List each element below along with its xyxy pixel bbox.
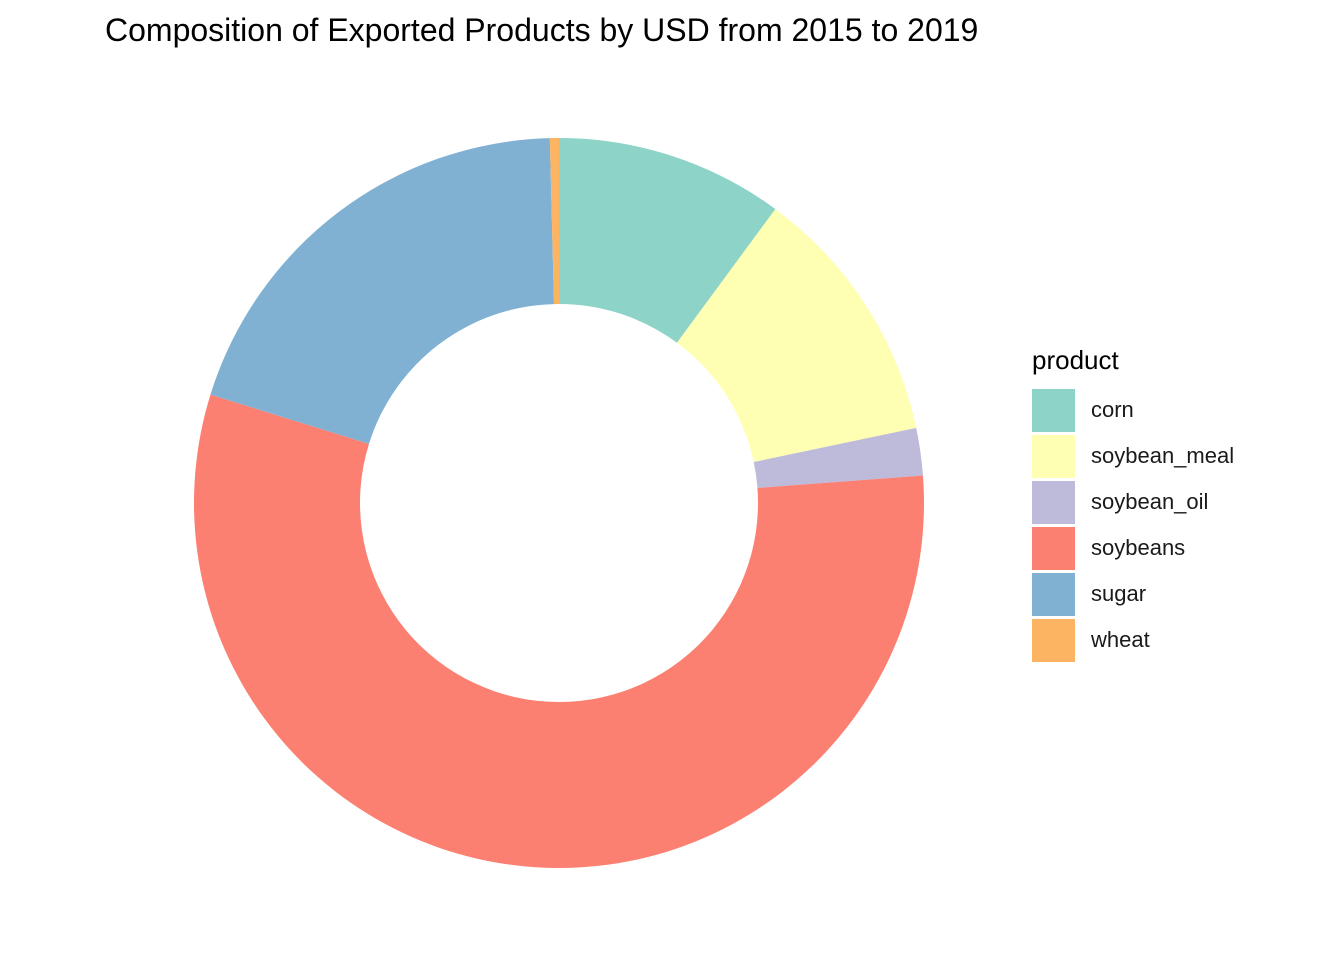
legend-swatch — [1032, 480, 1075, 524]
slice-sugar — [210, 138, 554, 444]
legend-label: corn — [1091, 397, 1134, 422]
slice-soybean-oil — [753, 427, 923, 489]
legend-label: sugar — [1091, 581, 1147, 606]
legend-item-wheat: wheat — [1032, 617, 1234, 663]
legend-label: soybean_oil — [1091, 489, 1209, 514]
legend-swatch — [1032, 572, 1075, 616]
legend-title: product — [1032, 345, 1119, 375]
donut-slices — [193, 138, 924, 869]
slice-soybeans — [193, 394, 924, 869]
legend-item-sugar: sugar — [1032, 571, 1234, 617]
legend-label: wheat — [1091, 627, 1150, 652]
legend-swatch — [1032, 526, 1075, 570]
legend-label: soybeans — [1091, 535, 1186, 560]
legend-swatch — [1032, 388, 1075, 432]
legend-item-soybeans: soybeans — [1032, 525, 1234, 571]
legend-item-soybean-meal: soybean_meal — [1032, 433, 1234, 479]
legend-swatch — [1032, 434, 1075, 478]
legend-swatch — [1032, 618, 1075, 662]
legend-label: soybean_meal — [1091, 443, 1235, 468]
slice-corn — [559, 138, 776, 343]
legend-item-corn: corn — [1032, 387, 1234, 433]
slice-soybean-meal — [676, 209, 917, 463]
chart-title: Composition of Exported Products by USD … — [105, 12, 979, 48]
legend-item-soybean-oil: soybean_oil — [1032, 479, 1234, 525]
slice-wheat — [549, 138, 559, 305]
legend-items: corn soybean_meal soybean_oil soybeans sugar… — [1032, 387, 1234, 663]
